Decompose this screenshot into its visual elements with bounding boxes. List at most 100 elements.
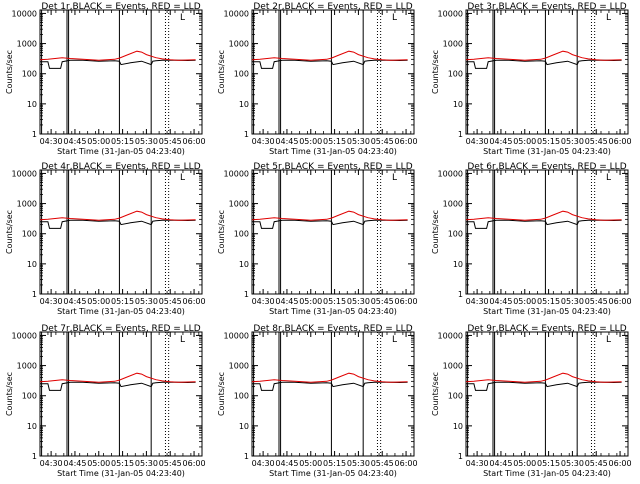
events-series-line <box>252 381 408 391</box>
panel-title: Det 3r,BLACK = Events, RED = LLD <box>467 2 626 12</box>
x-tick-label: 06:00 <box>609 297 632 306</box>
x-tick-label: 04:30 <box>252 137 275 146</box>
y-tick-label: 100 <box>448 392 463 401</box>
x-tick-label: 06:00 <box>395 459 418 468</box>
x-tick-label: 05:45 <box>371 459 394 468</box>
lld-series-line <box>465 50 622 61</box>
x-tick-label: 05:30 <box>561 459 584 468</box>
x-tick-label: 04:30 <box>40 459 63 468</box>
x-tick-label: 05:00 <box>87 137 110 146</box>
lld-series-line <box>251 372 408 383</box>
x-tick-label: 05:15 <box>111 297 134 306</box>
x-tick-label: 04:30 <box>252 459 275 468</box>
corner-glyph: L <box>392 173 397 183</box>
x-tick-label: 05:15 <box>111 459 134 468</box>
corner-glyph: L <box>606 13 611 23</box>
corner-glyph: L <box>606 335 611 345</box>
y-tick-label: 10000 <box>12 331 37 340</box>
plot-frame <box>465 9 629 135</box>
x-tick-label: 04:45 <box>489 459 512 468</box>
x-tick-label: 04:45 <box>489 297 512 306</box>
y-tick-label: 100 <box>234 230 249 239</box>
y-axis-label: Counts/sec <box>431 210 440 254</box>
y-axis-label: Counts/sec <box>431 50 440 94</box>
x-tick-label: 05:15 <box>537 137 560 146</box>
x-tick-label: 05:30 <box>347 297 370 306</box>
y-tick-label: 10 <box>239 422 249 431</box>
y-tick-label: 1000 <box>443 362 463 371</box>
y-tick-label: 10 <box>453 100 463 109</box>
y-tick-label: 100 <box>234 392 249 401</box>
x-tick-label: 04:45 <box>489 137 512 146</box>
x-tick-label: 05:00 <box>299 137 322 146</box>
x-axis-label: Start Time (31-Jan-05 04:23:40) <box>57 307 185 316</box>
panel-title: Det 7r,BLACK = Events, RED = LLD <box>41 324 200 334</box>
x-tick-label: 05:45 <box>371 297 394 306</box>
events-series-line <box>466 381 622 391</box>
y-tick-label: 1000 <box>229 200 249 209</box>
x-tick-label: 05:15 <box>323 459 346 468</box>
x-tick-label: 04:45 <box>63 137 86 146</box>
panel-title: Det 2r,BLACK = Events, RED = LLD <box>253 2 412 12</box>
y-tick-label: 100 <box>22 392 37 401</box>
x-tick-label: 05:30 <box>561 297 584 306</box>
y-tick-label: 10 <box>27 100 37 109</box>
x-tick-label: 04:45 <box>63 459 86 468</box>
lld-series-line <box>465 210 622 221</box>
x-axis-label: Start Time (31-Jan-05 04:23:40) <box>483 307 611 316</box>
x-tick-label: 06:00 <box>395 137 418 146</box>
y-axis-label: Counts/sec <box>431 372 440 416</box>
x-tick-label: 05:15 <box>537 297 560 306</box>
y-tick-label: 1000 <box>443 40 463 49</box>
y-tick-label: 1 <box>32 290 37 299</box>
y-tick-label: 10000 <box>438 9 463 18</box>
x-axis-label: Start Time (31-Jan-05 04:23:40) <box>57 147 185 156</box>
plot-frame <box>39 169 203 295</box>
plot-frame <box>465 331 629 457</box>
corner-glyph: L <box>180 13 185 23</box>
x-tick-label: 04:45 <box>275 137 298 146</box>
y-tick-label: 1000 <box>229 40 249 49</box>
plot-frame <box>39 331 203 457</box>
x-tick-label: 05:30 <box>135 459 158 468</box>
x-tick-label: 05:00 <box>87 459 110 468</box>
x-tick-label: 05:15 <box>323 137 346 146</box>
y-tick-label: 10 <box>27 422 37 431</box>
y-tick-label: 100 <box>234 70 249 79</box>
lld-series-line <box>39 372 196 383</box>
x-tick-label: 04:45 <box>63 297 86 306</box>
y-tick-label: 1 <box>244 290 249 299</box>
x-tick-label: 06:00 <box>609 137 632 146</box>
x-tick-label: 05:45 <box>159 137 182 146</box>
y-tick-label: 1 <box>458 290 463 299</box>
x-tick-label: 05:45 <box>159 297 182 306</box>
x-tick-label: 05:00 <box>299 297 322 306</box>
y-axis-label: Counts/sec <box>217 50 226 94</box>
y-tick-label: 10000 <box>224 331 249 340</box>
y-tick-label: 100 <box>22 70 37 79</box>
panel-title: Det 5r,BLACK = Events, RED = LLD <box>253 162 412 172</box>
x-tick-label: 04:30 <box>40 137 63 146</box>
plot-frame <box>251 331 415 457</box>
corner-glyph: L <box>180 335 185 345</box>
y-axis-label: Counts/sec <box>217 210 226 254</box>
y-tick-label: 1 <box>32 130 37 139</box>
y-tick-label: 1 <box>458 452 463 461</box>
x-tick-label: 06:00 <box>609 459 632 468</box>
y-tick-label: 1 <box>458 130 463 139</box>
events-series-line <box>40 381 196 391</box>
panel-title: Det 6r,BLACK = Events, RED = LLD <box>467 162 626 172</box>
y-tick-label: 100 <box>22 230 37 239</box>
panel-title: Det 1r,BLACK = Events, RED = LLD <box>41 2 200 12</box>
events-series-line <box>40 219 196 229</box>
events-series-line <box>40 59 196 69</box>
events-series-line <box>252 219 408 229</box>
x-axis-label: Start Time (31-Jan-05 04:23:40) <box>57 469 185 478</box>
y-tick-label: 10 <box>239 100 249 109</box>
